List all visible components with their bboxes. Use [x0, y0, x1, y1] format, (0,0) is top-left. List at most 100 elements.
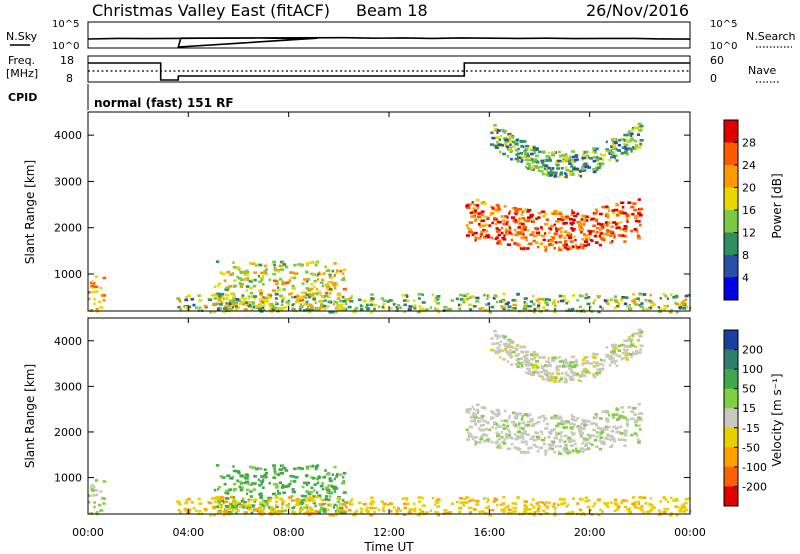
velocity-echo-cell	[615, 503, 619, 507]
velocity-echo-cell	[244, 504, 249, 508]
power-echo-cell	[638, 214, 643, 217]
velocity-echo-cell	[424, 511, 429, 514]
power-colorbar-tick-label: 20	[742, 182, 756, 195]
velocity-echo-cell	[322, 503, 325, 506]
power-echo-cell	[364, 305, 369, 309]
velocity-echo-cell	[309, 465, 314, 468]
power-echo-cell	[474, 218, 477, 221]
velocity-echo-cell	[595, 352, 599, 356]
power-echo-cell	[605, 224, 609, 227]
power-echo-cell	[581, 214, 586, 218]
velocity-echo-cell	[588, 362, 593, 365]
velocity-echo-cell	[526, 363, 531, 367]
power-echo-cell	[248, 304, 252, 308]
velocity-echo-cell	[631, 351, 635, 354]
power-echo-cell	[549, 169, 553, 172]
velocity-echo-cell	[620, 357, 625, 360]
velocity-echo-cell	[473, 436, 478, 439]
power-echo-cell	[496, 220, 501, 224]
power-echo-cell	[100, 294, 104, 297]
power-echo-cell	[187, 305, 192, 309]
velocity-echo-cell	[243, 481, 247, 485]
power-echo-cell	[326, 285, 331, 289]
velocity-echo-cell	[569, 370, 574, 374]
power-echo-cell	[522, 247, 526, 251]
velocity-echo-cell	[556, 372, 561, 375]
power-echo-cell	[556, 167, 561, 170]
velocity-echo-cell	[275, 504, 278, 507]
power-colorbar-swatch	[724, 187, 738, 211]
power-echo-cell	[95, 290, 99, 293]
velocity-echo-cell	[331, 513, 335, 517]
power-echo-cell	[579, 174, 583, 178]
velocity-echo-cell	[261, 504, 264, 507]
velocity-echo-cell	[505, 436, 509, 440]
velocity-echo-cell	[217, 501, 221, 504]
velocity-echo-cell	[595, 435, 599, 438]
power-echo-cell	[341, 278, 346, 281]
velocity-echo-cell	[272, 464, 277, 467]
velocity-echo-cell	[277, 473, 281, 477]
power-echo-cell	[682, 307, 687, 310]
power-echo-cell	[342, 287, 347, 291]
velocity-echo-cell	[527, 508, 532, 511]
power-echo-cell	[94, 275, 99, 279]
power-echo-cell	[557, 159, 562, 163]
power-echo-cell	[468, 303, 473, 307]
power-echo-cell	[484, 229, 489, 233]
power-echo-cell	[213, 285, 217, 288]
power-echo-cell	[521, 223, 525, 226]
y-tick-label: 2000	[54, 426, 82, 439]
velocity-echo-cell	[510, 511, 514, 515]
power-echo-cell	[471, 233, 474, 236]
velocity-echo-cell	[475, 403, 480, 407]
power-echo-cell	[522, 226, 527, 229]
power-echo-cell	[252, 295, 258, 298]
velocity-echo-cell	[458, 506, 462, 510]
power-echo-cell	[567, 232, 571, 235]
power-echo-cell	[544, 158, 547, 162]
velocity-echo-cell	[274, 486, 279, 489]
power-echo-cell	[609, 234, 612, 238]
cpid-label: CPID	[8, 91, 37, 104]
power-echo-cell	[268, 309, 272, 312]
power-echo-cell	[588, 231, 592, 234]
nsky-label: N.Sky	[6, 30, 38, 43]
power-echo-cell	[316, 307, 321, 311]
velocity-echo-cell	[515, 502, 518, 506]
power-echo-cell	[570, 164, 573, 167]
power-echo-cell	[273, 306, 278, 310]
velocity-echo-cell	[474, 422, 477, 426]
velocity-echo-cell	[528, 446, 533, 450]
power-echo-cell	[249, 291, 253, 295]
velocity-echo-cell	[503, 419, 508, 423]
power-echo-cell	[576, 245, 581, 249]
velocity-echo-cell	[620, 416, 624, 419]
power-echo-cell	[520, 213, 523, 217]
power-echo-cell	[533, 151, 536, 155]
velocity-echo-cell	[628, 335, 631, 339]
velocity-echo-cell	[638, 507, 642, 510]
velocity-echo-cell	[272, 476, 277, 479]
velocity-echo-cell	[314, 467, 318, 471]
power-echo-cell	[592, 155, 597, 159]
power-echo-cell	[270, 307, 275, 311]
power-echo-cell	[605, 205, 609, 208]
velocity-echo-cell	[293, 467, 297, 471]
velocity-echo-cell	[513, 433, 517, 436]
velocity-echo-cell	[359, 507, 362, 510]
velocity-echo-cell	[568, 440, 573, 444]
velocity-echo-cell	[611, 352, 616, 356]
velocity-echo-cell	[511, 341, 515, 345]
power-echo-cell	[596, 163, 599, 166]
velocity-echo-cell	[494, 427, 498, 430]
power-echo-cell	[349, 299, 354, 303]
velocity-echo-cell	[399, 509, 403, 512]
velocity-echo-cell	[623, 439, 627, 442]
power-echo-cell	[408, 305, 413, 308]
velocity-echo-cell	[481, 428, 486, 432]
velocity-echo-cell	[261, 511, 266, 515]
power-echo-cell	[244, 301, 249, 304]
x-tick-label: 00:00	[72, 526, 104, 539]
